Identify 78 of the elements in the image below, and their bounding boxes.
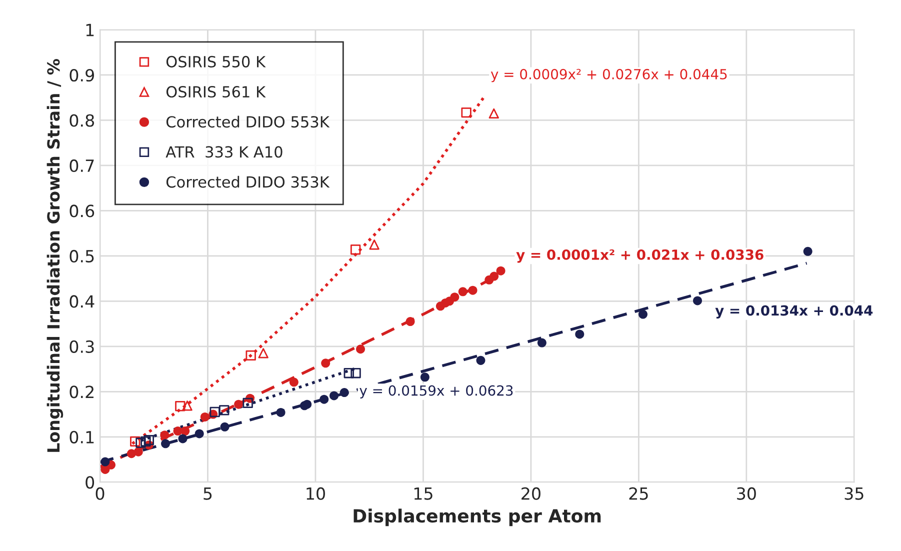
point: [496, 266, 506, 276]
point: [144, 434, 154, 446]
legend-label: OSIRIS 550 K: [166, 56, 266, 68]
point: [219, 405, 230, 416]
x-tick-label: 15: [414, 488, 432, 500]
point: [194, 429, 204, 438]
point: [803, 246, 812, 256]
point: [693, 296, 702, 306]
y-tick-label: 0.2: [70, 386, 94, 398]
point: [537, 338, 546, 348]
point: [458, 287, 468, 296]
point: [242, 398, 253, 408]
point: [344, 368, 354, 378]
point: [100, 457, 110, 466]
point: [575, 330, 584, 339]
point: [182, 400, 192, 411]
point: [350, 244, 361, 255]
x-tick-label: 20: [522, 487, 540, 500]
point: [140, 436, 151, 446]
point: [490, 272, 499, 281]
point: [356, 344, 366, 354]
point: [461, 107, 472, 118]
point: [420, 372, 430, 382]
x-tick-label: 10: [306, 487, 325, 500]
point: [468, 286, 478, 295]
point: [450, 292, 460, 302]
point: [340, 388, 349, 398]
point: [161, 439, 170, 448]
y-axis-title: Longitudinal Irradiation Growth Strain / %: [46, 58, 64, 452]
x-tick-label: 35: [844, 487, 864, 500]
point: [178, 434, 188, 444]
x-tick-label: 30: [737, 487, 756, 500]
y-tick-label: 0.9: [70, 68, 94, 82]
y-tick-label: 0.8: [70, 114, 94, 127]
x-axis-title: Displacements per Atom: [354, 508, 601, 526]
y-tick-label: 0.7: [70, 159, 94, 172]
point: [234, 400, 244, 409]
point: [258, 348, 268, 358]
point: [350, 368, 361, 378]
point: [369, 240, 380, 250]
legend-label: Corrected DIDO 353K: [166, 176, 330, 188]
point: [330, 391, 339, 400]
point: [246, 350, 256, 361]
point: [180, 426, 190, 436]
point: [130, 436, 140, 446]
y-tick-label: 0.6: [70, 204, 94, 218]
point: [476, 356, 486, 365]
y-tick-label: 0.1: [70, 430, 94, 444]
point: [638, 310, 648, 319]
point: [321, 358, 330, 368]
y-tick-label: 0: [86, 476, 94, 489]
annotation: y = 0.0159x + 0.0623: [360, 385, 513, 398]
x-tick-label: 5: [204, 488, 212, 500]
point: [160, 430, 170, 440]
legend-label: OSIRIS 561 K: [166, 86, 266, 98]
point: [200, 412, 210, 422]
point: [320, 394, 329, 404]
annotation: y = 0.0009x² + 0.0276x + 0.0445: [490, 68, 727, 82]
annotation: y = 0.0001x² + 0.021x + 0.0336: [516, 249, 764, 263]
point: [289, 378, 298, 387]
y-tick-label: 1: [86, 24, 94, 36]
y-tick-label: 0.4: [70, 295, 94, 308]
point: [276, 408, 286, 417]
x-tick-label: 0: [96, 487, 104, 500]
point: [220, 422, 230, 432]
annotation: y = 0.0134x + 0.044: [715, 305, 873, 319]
point: [488, 108, 499, 119]
point: [136, 438, 146, 448]
point: [134, 447, 143, 456]
point: [210, 406, 220, 418]
point: [406, 317, 415, 326]
legend-label: Corrected DIDO 553K: [166, 116, 330, 128]
legend-label: ATR 333 K A10: [166, 146, 282, 158]
point: [302, 400, 312, 409]
y-tick-label: 0.3: [70, 340, 94, 353]
point: [175, 401, 186, 412]
x-tick-label: 25: [629, 487, 648, 500]
y-tick-label: 0.5: [70, 250, 94, 263]
